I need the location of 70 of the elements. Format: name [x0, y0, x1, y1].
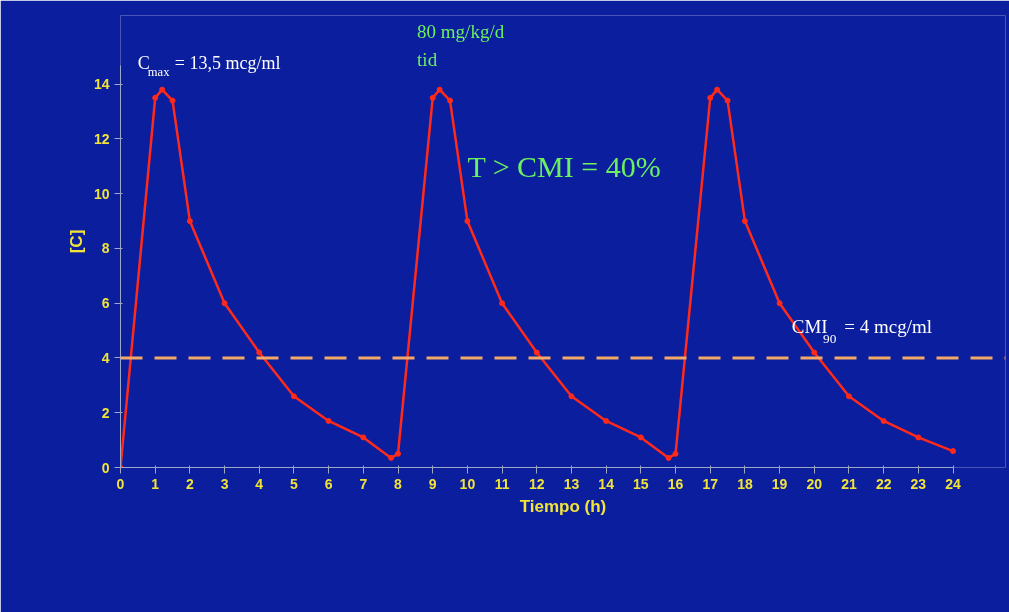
- x-tick-label: 5: [290, 475, 299, 492]
- point: [256, 349, 263, 356]
- x-tick-label: 22: [875, 475, 892, 492]
- point: [707, 94, 714, 101]
- annotation: tid: [417, 49, 438, 71]
- y-tick-label: 4: [101, 349, 110, 366]
- x-tick-label: 21: [841, 475, 857, 492]
- point: [169, 97, 176, 104]
- point: [395, 450, 402, 457]
- x-tick-label: 2: [185, 475, 194, 492]
- point: [152, 94, 159, 101]
- point: [915, 434, 922, 441]
- y-axis-title: [C]: [66, 229, 86, 254]
- x-tick-label: 14: [598, 475, 615, 492]
- point: [388, 454, 395, 461]
- point: [429, 94, 436, 101]
- y-tick-label: 12: [93, 130, 110, 147]
- y-tick-label: 2: [101, 404, 110, 421]
- point: [436, 86, 443, 93]
- point: [950, 448, 957, 455]
- point: [776, 300, 783, 307]
- x-tick-label: 18: [737, 475, 753, 492]
- point: [568, 393, 575, 400]
- point: [811, 349, 818, 356]
- point: [741, 218, 748, 225]
- x-tick-label: 11: [494, 475, 510, 492]
- x-tick-label: 1: [151, 475, 160, 492]
- annotation: T > CMI = 40%: [467, 149, 661, 183]
- point: [325, 417, 332, 424]
- x-tick-label: 4: [255, 475, 264, 492]
- point: [672, 450, 679, 457]
- x-tick-label: 3: [220, 475, 229, 492]
- point: [186, 218, 193, 225]
- x-tick-label: 8: [394, 475, 403, 492]
- point: [499, 300, 506, 307]
- y-tick-label: 10: [93, 185, 110, 202]
- point: [637, 434, 644, 441]
- y-tick-label: 0: [101, 459, 110, 476]
- point: [159, 86, 166, 93]
- text: 80 mg/kg/d: [417, 20, 505, 42]
- y-tick-label: 6: [101, 295, 110, 312]
- x-tick-label: 15: [633, 475, 649, 492]
- x-tick-label: 17: [702, 475, 719, 492]
- x-tick-label: 20: [806, 475, 823, 492]
- point: [880, 417, 887, 424]
- point: [221, 300, 228, 307]
- point: [845, 393, 852, 400]
- point: [447, 97, 454, 104]
- point: [464, 218, 471, 225]
- x-tick-label: 13: [563, 475, 580, 492]
- x-tick-label: 16: [667, 475, 684, 492]
- point: [714, 86, 721, 93]
- point: [533, 349, 540, 356]
- x-tick-label: 19: [771, 475, 788, 492]
- point: [290, 393, 297, 400]
- x-tick-label: 6: [324, 475, 333, 492]
- y-tick-label: 8: [101, 240, 110, 257]
- point: [603, 417, 610, 424]
- x-tick-label: 9: [428, 475, 437, 492]
- x-tick-label: 0: [116, 475, 125, 492]
- x-tick-label: 24: [945, 475, 962, 492]
- x-tick-label: 23: [910, 475, 927, 492]
- point: [665, 454, 672, 461]
- point: [360, 434, 367, 441]
- x-tick-label: 12: [528, 475, 545, 492]
- point: [724, 97, 731, 104]
- y-tick-label: 14: [93, 76, 110, 93]
- x-tick-label: 7: [359, 475, 368, 492]
- x-axis-title: Tiempo (h): [519, 496, 607, 516]
- x-tick-label: 10: [459, 475, 476, 492]
